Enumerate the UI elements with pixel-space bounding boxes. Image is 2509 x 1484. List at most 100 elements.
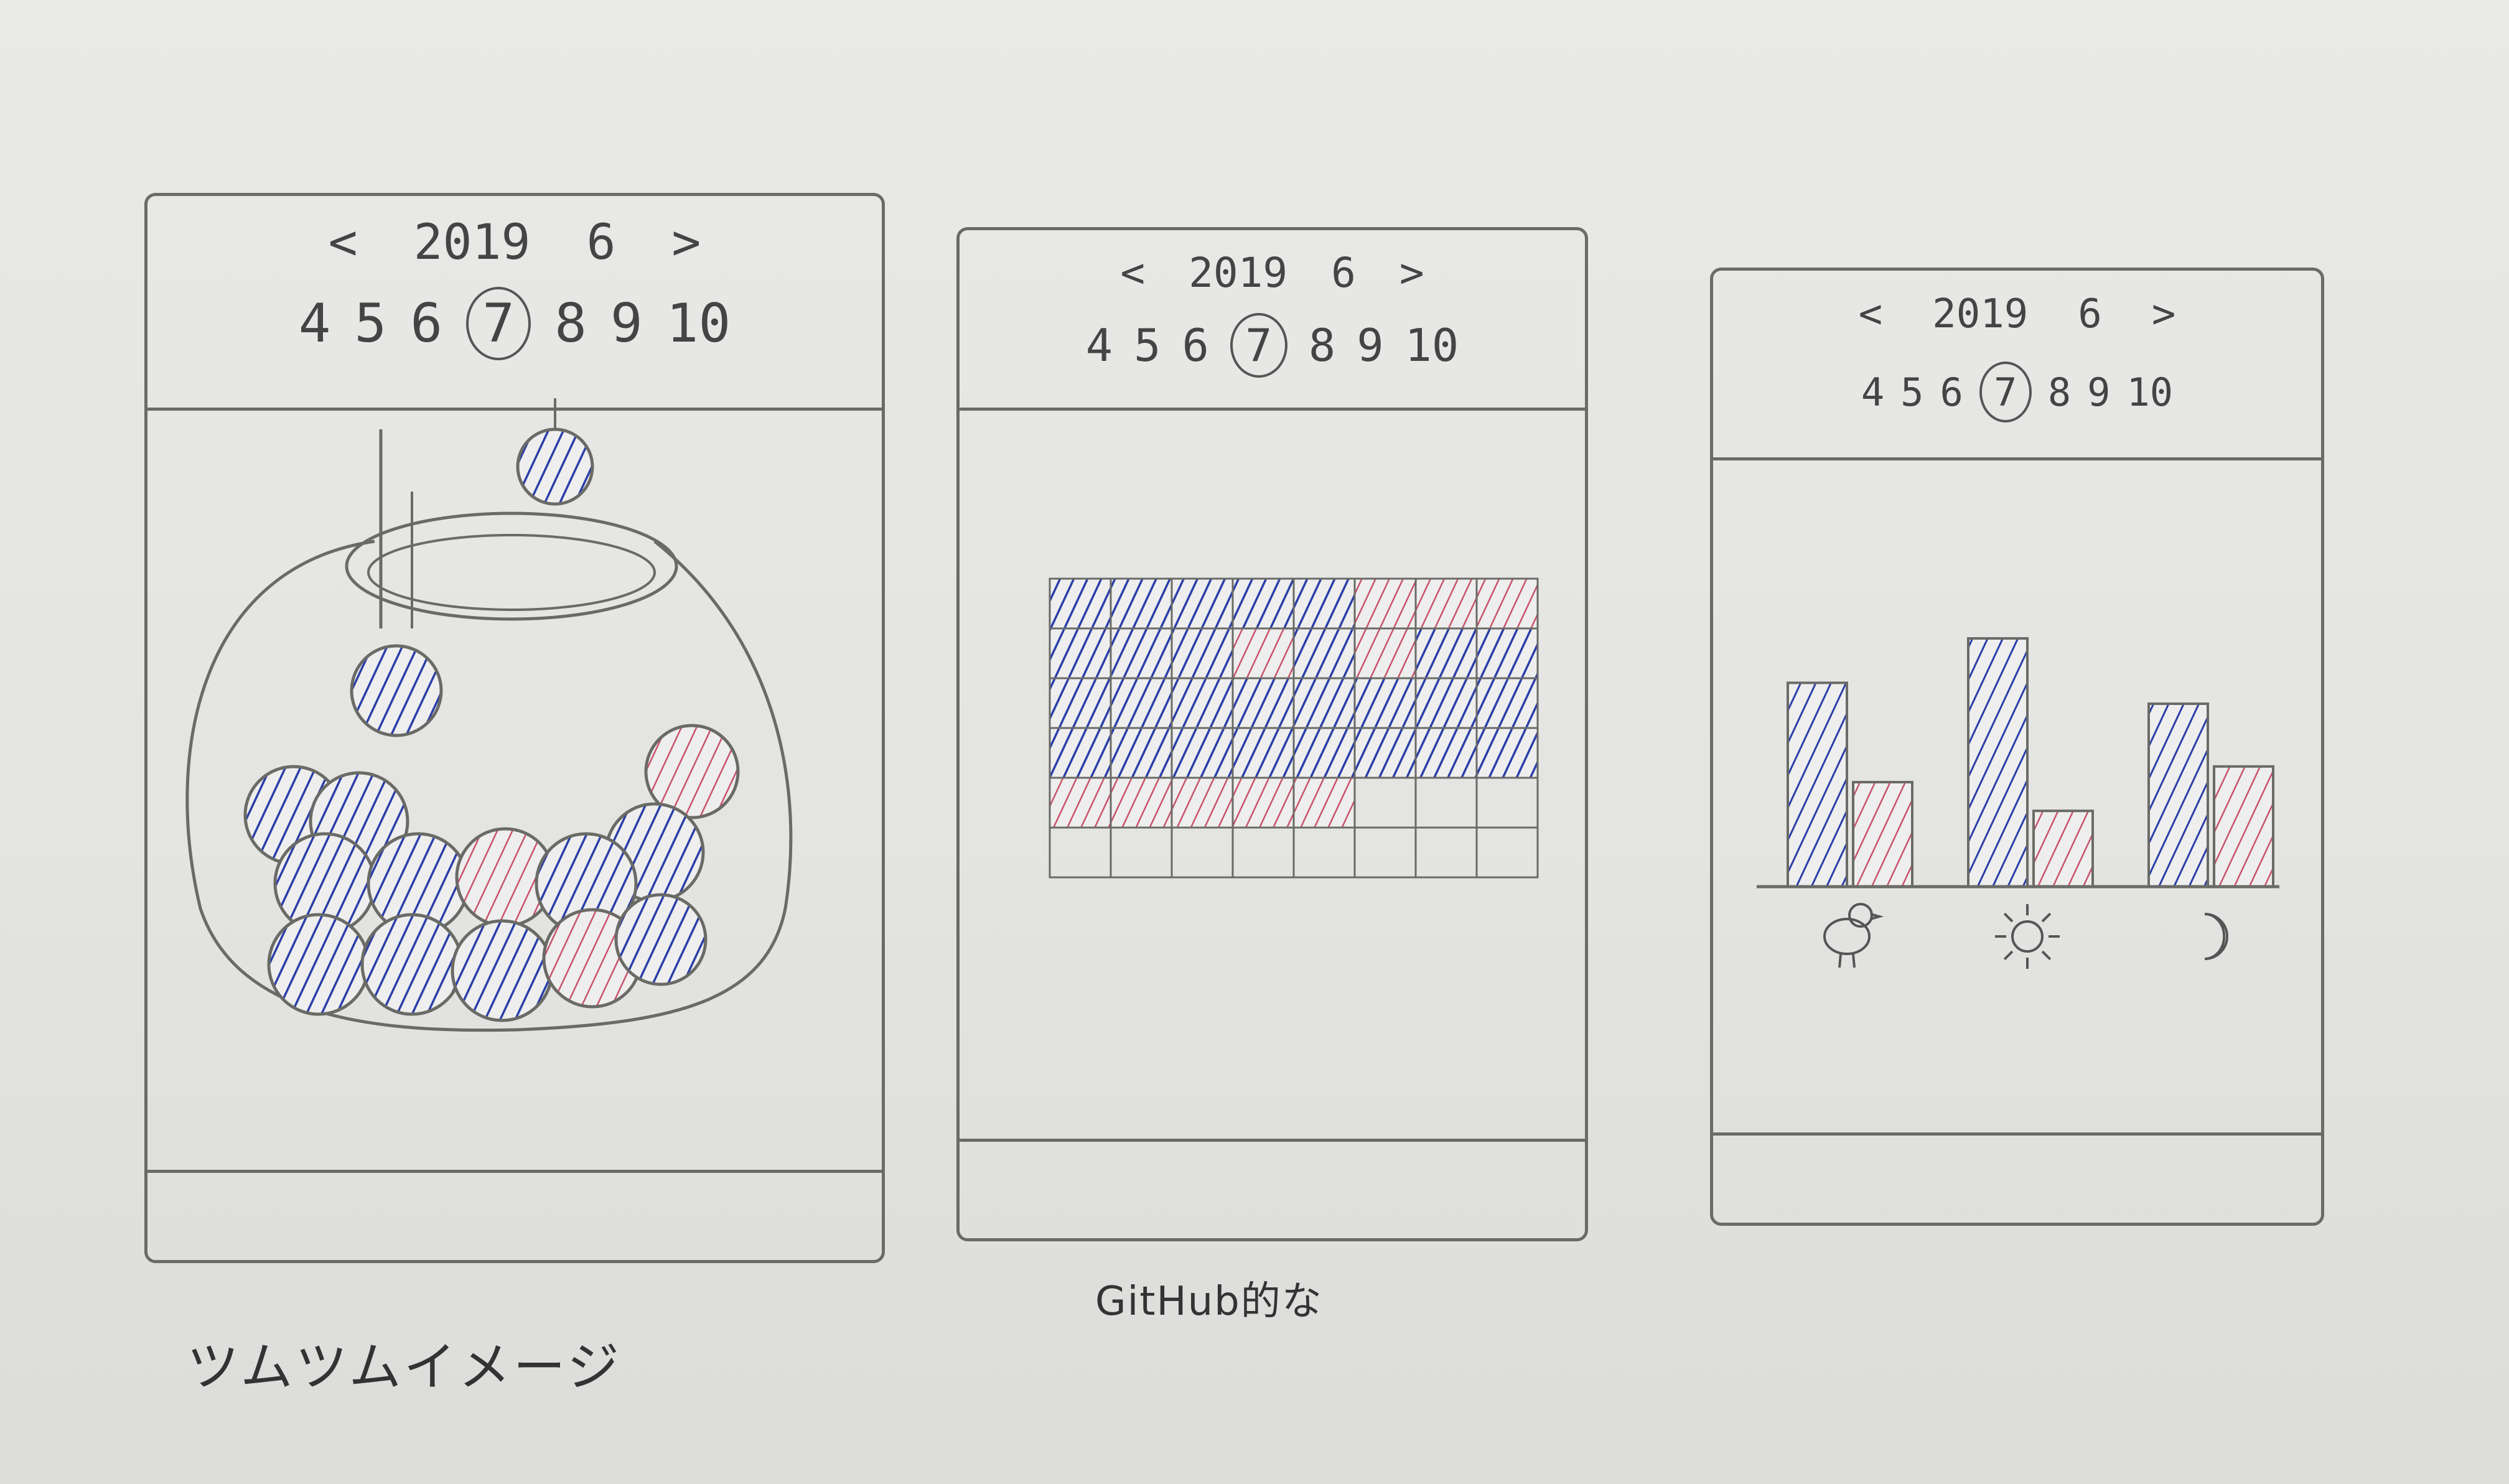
day-item[interactable]: 4: [298, 292, 331, 355]
phone-footer: [960, 1139, 1585, 1238]
grid-cell-blue: [1110, 577, 1173, 630]
grid-cell-red: [1231, 627, 1295, 679]
ball-jar-illustration: [185, 398, 793, 1032]
morning-chick-icon: [1823, 903, 1884, 968]
grid-cell-red: [1231, 777, 1295, 829]
night-moon-icon: [2204, 913, 2228, 960]
prev-month-button[interactable]: <: [1858, 291, 1883, 337]
grid-cell-red: [1049, 777, 1112, 829]
grid-cell-red: [1414, 577, 1478, 630]
next-month-button[interactable]: >: [1399, 248, 1424, 297]
day-item[interactable]: 6: [1182, 319, 1209, 371]
grid-cell-empty: [1414, 826, 1478, 879]
year-label: 2019: [1932, 291, 2029, 337]
month-label: 6: [586, 215, 616, 271]
day-item[interactable]: 9: [610, 292, 643, 355]
day-item[interactable]: 4: [1085, 319, 1113, 371]
month-nav: < 2019 6 >: [1713, 283, 2321, 345]
jar-outline: [185, 539, 793, 1032]
day-item[interactable]: 8: [2047, 369, 2072, 415]
month-label: 6: [2078, 291, 2102, 337]
jar-rim: [345, 511, 678, 621]
grid-cell-red: [1110, 777, 1173, 829]
grid-cell-empty: [1475, 826, 1539, 879]
grid-cell-red: [1170, 777, 1234, 829]
grid-cell-empty: [1292, 826, 1356, 879]
day-item[interactable]: 6: [1940, 369, 1963, 415]
month-nav: < 2019 6 >: [960, 241, 1585, 304]
bar-red: [1852, 781, 1913, 888]
contribution-grid: [1049, 577, 1539, 879]
grid-cell-empty: [1475, 777, 1539, 829]
phone-header: < 2019 6 > 4 5 6 7 8 9 10: [147, 196, 882, 411]
day-item[interactable]: 8: [1308, 319, 1336, 371]
grid-cell-blue: [1170, 677, 1234, 729]
phone-footer: [147, 1170, 882, 1260]
phone-header: < 2019 6 > 4 5 6 7 8 9 10: [960, 230, 1585, 411]
ball-blue: [516, 427, 594, 506]
grid-cell-blue: [1049, 677, 1112, 729]
day-selector: 4 5 6 7 8 9 10: [1713, 358, 2321, 426]
ball-pile: [243, 724, 740, 1022]
caption-github: GitHub的な: [1095, 1279, 1323, 1325]
grid-cell-blue: [1170, 627, 1234, 679]
caption-tsumtsum: ツムツムイメージ: [187, 1337, 622, 1398]
day-item[interactable]: 9: [1357, 319, 1384, 371]
grid-cell-blue: [1292, 727, 1356, 779]
grid-cell-blue: [1475, 627, 1539, 679]
grid-cell-blue: [1353, 677, 1417, 729]
grid-cell-empty: [1353, 826, 1417, 879]
grid-cell-blue: [1231, 577, 1295, 630]
year-label: 2019: [413, 215, 531, 271]
grid-cell-blue: [1414, 677, 1478, 729]
day-selector: 4 5 6 7 8 9 10: [147, 283, 882, 364]
day-item-selected[interactable]: 7: [1979, 362, 2032, 422]
bar-blue: [2147, 702, 2209, 888]
day-item[interactable]: 4: [1861, 369, 1885, 415]
day-item[interactable]: 8: [554, 292, 587, 355]
grid-cell-red: [1292, 777, 1356, 829]
day-item[interactable]: 6: [410, 292, 443, 355]
prev-month-button[interactable]: <: [1120, 248, 1146, 297]
grid-cell-blue: [1049, 577, 1112, 630]
grid-cell-blue: [1292, 627, 1356, 679]
phone-footer: [1713, 1132, 2321, 1223]
prev-month-button[interactable]: <: [328, 215, 358, 271]
grid-cell-empty: [1353, 777, 1417, 829]
grid-cell-blue: [1475, 677, 1539, 729]
day-item[interactable]: 5: [1900, 369, 1924, 415]
day-item-selected[interactable]: 7: [1230, 313, 1287, 378]
grid-cell-blue: [1292, 577, 1356, 630]
day-item[interactable]: 5: [354, 292, 387, 355]
bar-blue: [1967, 637, 2029, 888]
grid-cell-red: [1475, 577, 1539, 630]
grid-cell-blue: [1231, 727, 1295, 779]
grid-cell-blue: [1110, 727, 1173, 779]
phone-mockup-tsumtsum: < 2019 6 > 4 5 6 7 8 9 10: [144, 193, 885, 1263]
noon-sun-icon: [1995, 904, 2060, 969]
grid-cell-blue: [1414, 627, 1478, 679]
grid-cell-red: [1353, 577, 1417, 630]
grid-cell-blue: [1475, 727, 1539, 779]
phone-mockup-github: < 2019 6 > 4 5 6 7 8 9 10: [956, 227, 1588, 1241]
month-nav: < 2019 6 >: [147, 208, 882, 277]
bar-blue: [1787, 681, 1848, 888]
month-label: 6: [1331, 248, 1356, 297]
day-item-selected[interactable]: 7: [466, 287, 531, 360]
year-label: 2019: [1189, 248, 1288, 297]
next-month-button[interactable]: >: [671, 215, 701, 271]
next-month-button[interactable]: >: [2151, 291, 2176, 337]
day-item[interactable]: 5: [1134, 319, 1161, 371]
grid-cell-blue: [1110, 627, 1173, 679]
grid-cell-empty: [1110, 826, 1173, 879]
grid-cell-blue: [1231, 677, 1295, 729]
day-item[interactable]: 10: [2126, 369, 2174, 415]
grid-cell-red: [1353, 627, 1417, 679]
grid-cell-blue: [1414, 727, 1478, 779]
day-item[interactable]: 10: [666, 292, 731, 355]
day-item[interactable]: 9: [2087, 369, 2111, 415]
day-item[interactable]: 10: [1404, 319, 1459, 371]
ball-blue: [350, 644, 443, 737]
grid-cell-blue: [1110, 677, 1173, 729]
grid-cell-blue: [1353, 727, 1417, 779]
